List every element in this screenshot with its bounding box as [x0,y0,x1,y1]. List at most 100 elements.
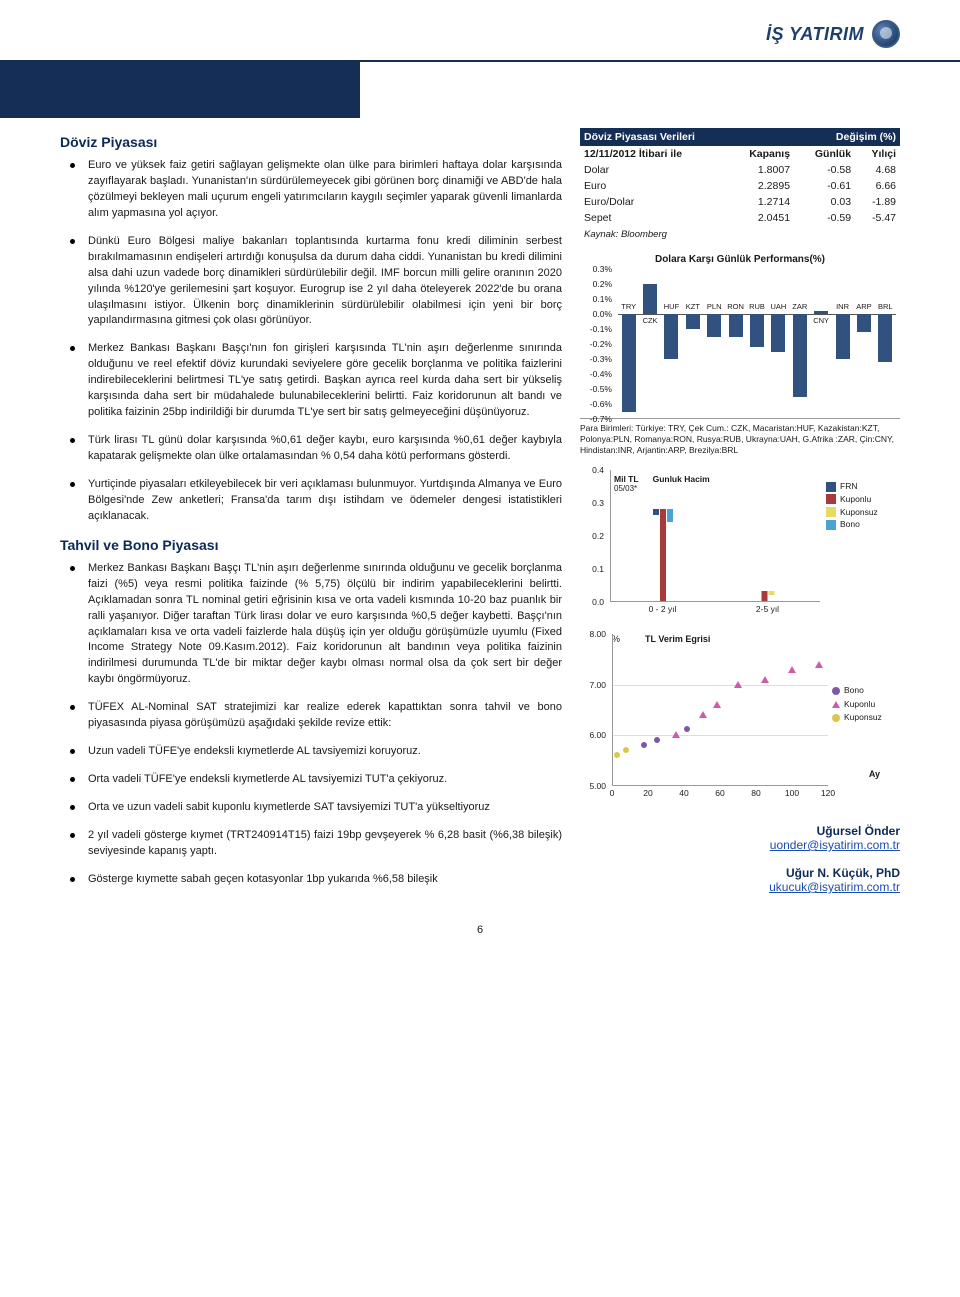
company-logo-icon [872,20,900,48]
yc-legend: BonoKuponluKuponsuz [832,684,900,725]
bar-ylabel: -0.1% [580,324,612,334]
bar-ylabel: 0.0% [580,309,612,319]
bullet-item: Yurtiçinde piyasaları etkileyebilecek bi… [88,477,562,525]
vol-ylabel: 0.1 [580,564,604,574]
vol-ylabel: 0.4 [580,465,604,475]
fx-cell: -0.58 [794,162,855,178]
volume-chart: Mil TL Gunluk Hacim 05/03* 0.40.30.20.10… [580,470,900,620]
yc-ylabel: 5.00 [580,781,606,791]
fx-cell: -1.89 [855,194,900,210]
fx-col-ytd: Yılıçi [855,146,900,162]
author-email-link[interactable]: uonder@isyatirim.com.tr [770,838,900,852]
bar-ylabel: 0.3% [580,264,612,274]
legend-swatch-icon [826,507,836,517]
vol-bar-group [653,509,673,601]
fx-col-date: 12/11/2012 İtibari ile [580,146,727,162]
fx-cell: -5.47 [855,210,900,226]
yc-ylabel: 6.00 [580,730,606,740]
vol-bar [768,591,774,594]
bar-ylabel: -0.7% [580,414,612,424]
fx-table-row: Dolar1.8007-0.584.68 [580,162,900,178]
yc-point [815,661,823,669]
bar-ylabel: -0.2% [580,339,612,349]
bullet-item: Merkez Bankası Başkanı Başçı'nın fon gir… [88,341,562,421]
fx-cell: Dolar [580,162,727,178]
bar-ylabel: -0.6% [580,399,612,409]
fx-cell: -0.59 [794,210,855,226]
bar [664,314,678,359]
fx-cell: 6.66 [855,178,900,194]
bar-ylabel: -0.4% [580,369,612,379]
yc-point [654,737,662,745]
yc-point [623,747,631,755]
bullet-item: Dünkü Euro Bölgesi maliye bakanları topl… [88,234,562,330]
legend-label: Kuponsuz [844,711,882,725]
vol-legend-item: Bono [826,518,900,531]
vol-ylabel: 0.3 [580,498,604,508]
bullet-item: Uzun vadeli TÜFE'ye endeksli kıymetlerde… [88,744,562,760]
bullet-item: Merkez Bankası Başkanı Başçı TL'nin aşır… [88,561,562,689]
yc-point [761,676,769,684]
company-name: İŞ YATIRIM [766,24,864,45]
fx-table: Döviz Piyasası Verileri Değişim (%) 12/1… [580,128,900,226]
fx-cell: Euro/Dolar [580,194,727,210]
author-email-link[interactable]: ukucuk@isyatirim.com.tr [769,880,900,894]
yc-x-unit: Ay [869,769,880,779]
volume-legend: FRNKuponluKuponsuzBono [826,480,900,531]
fx-table-row: Euro/Dolar1.27140.03-1.89 [580,194,900,210]
bullet-item: Orta ve uzun vadeli sabit kuponlu kıymet… [88,800,562,816]
yc-point [641,742,649,750]
legend-swatch-icon [832,687,840,695]
fx-table-title-right: Değişim (%) [794,128,900,146]
vol-ylabel: 0.2 [580,531,604,541]
yc-ylabel: 7.00 [580,680,606,690]
bullet-item: Orta vadeli TÜFE'ye endeksli kıymetlerde… [88,772,562,788]
legend-label: Kuponlu [840,493,871,506]
header: İŞ YATIRIM [60,20,900,48]
yc-xlabel: 100 [785,788,799,798]
fx-col-close: Kapanış [727,146,795,162]
vol-bar [660,509,666,601]
bullet-item: Türk lirası TL günü dolar karşısında %0,… [88,433,562,465]
fx-table-row: Sepet2.0451-0.59-5.47 [580,210,900,226]
yc-xlabel: 0 [610,788,615,798]
legend-label: Bono [840,518,860,531]
fx-cell: 1.2714 [727,194,795,210]
bond-bullets: Merkez Bankası Başkanı Başçı TL'nin aşır… [60,561,562,888]
yc-point [699,711,707,719]
fx-cell: 0.03 [794,194,855,210]
bar [750,314,764,347]
bullet-item: Gösterge kıymette sabah geçen kotasyonla… [88,872,562,888]
yc-point [713,701,721,709]
vol-bar [653,509,659,516]
bar-label: CNY [806,316,836,325]
yc-xlabel: 40 [679,788,688,798]
bar [707,314,721,337]
yc-point [672,731,680,739]
fx-perf-footnote: Para Birimleri: Türkiye: TRY, Çek Cum.: … [580,423,900,456]
legend-swatch-icon [826,494,836,504]
bar [878,314,892,362]
fx-bullets: Euro ve yüksek faiz getiri sağlayan geli… [60,158,562,525]
right-column: Döviz Piyasası Verileri Değişim (%) 12/1… [580,128,900,900]
fx-col-daily: Günlük [794,146,855,162]
bar [643,284,657,314]
yc-xlabel: 20 [643,788,652,798]
bullet-item: Euro ve yüksek faiz getiri sağlayan geli… [88,158,562,222]
yc-point [734,681,742,689]
legend-swatch-icon [832,714,840,722]
page-number: 6 [60,924,900,936]
vol-xlabel: 0 - 2 yıl [649,604,677,614]
vol-legend-item: Kuponsuz [826,506,900,519]
bar [793,314,807,397]
author-name: Uğursel Önder [580,824,900,838]
legend-swatch-icon [826,482,836,492]
vol-ylabel: 0.0 [580,597,604,607]
bar [814,311,828,314]
author-name: Uğur N. Küçük, PhD [580,866,900,880]
bar [622,314,636,412]
bar-label: CZK [635,316,665,325]
vol-bar [667,509,673,522]
yc-ylabel: 8.00 [580,629,606,639]
bar [836,314,850,359]
